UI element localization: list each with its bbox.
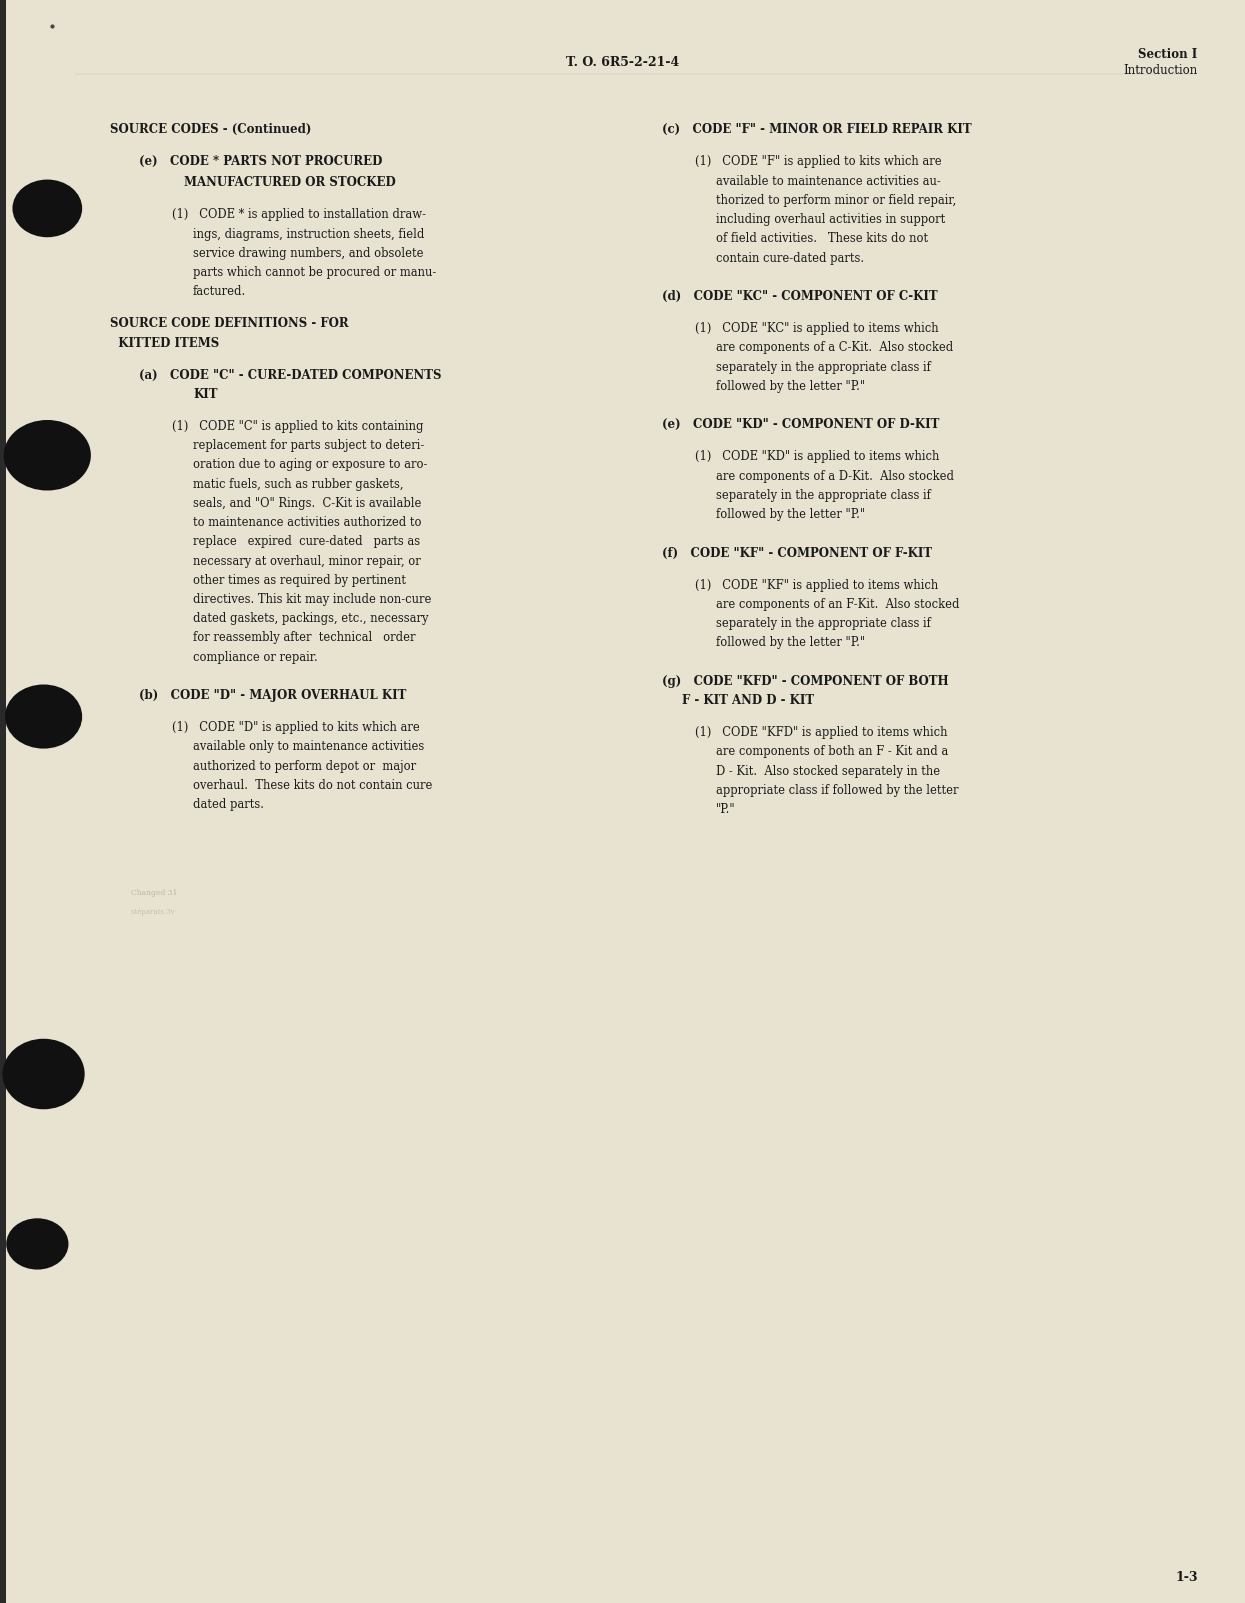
Text: replace   expired  cure-dated   parts as: replace expired cure-dated parts as bbox=[193, 535, 420, 548]
Ellipse shape bbox=[4, 420, 91, 491]
Text: parts which cannot be procured or manu-: parts which cannot be procured or manu- bbox=[193, 266, 436, 279]
Text: (1)   CODE "C" is applied to kits containing: (1) CODE "C" is applied to kits containi… bbox=[172, 420, 423, 433]
Text: thorized to perform minor or field repair,: thorized to perform minor or field repai… bbox=[716, 194, 956, 207]
Text: to maintenance activities authorized to: to maintenance activities authorized to bbox=[193, 516, 422, 529]
Text: separately in the appropriate class if: separately in the appropriate class if bbox=[716, 361, 931, 373]
Text: (a)   CODE "C" - CURE-DATED COMPONENTS: (a) CODE "C" - CURE-DATED COMPONENTS bbox=[139, 369, 442, 382]
Text: are components of an F-Kit.  Also stocked: are components of an F-Kit. Also stocked bbox=[716, 598, 960, 611]
Text: SOURCE CODES - (Continued): SOURCE CODES - (Continued) bbox=[110, 123, 311, 136]
Text: authorized to perform depot or  major: authorized to perform depot or major bbox=[193, 760, 416, 773]
Text: KIT: KIT bbox=[193, 388, 218, 401]
Text: (c)   CODE "F" - MINOR OR FIELD REPAIR KIT: (c) CODE "F" - MINOR OR FIELD REPAIR KIT bbox=[662, 123, 972, 136]
Text: appropriate class if followed by the letter: appropriate class if followed by the let… bbox=[716, 784, 959, 797]
Text: (1)   CODE "KC" is applied to items which: (1) CODE "KC" is applied to items which bbox=[695, 322, 939, 335]
Ellipse shape bbox=[2, 1039, 85, 1109]
Text: MANUFACTURED OR STOCKED: MANUFACTURED OR STOCKED bbox=[184, 176, 396, 189]
Text: (b)   CODE "D" - MAJOR OVERHAUL KIT: (b) CODE "D" - MAJOR OVERHAUL KIT bbox=[139, 689, 407, 702]
Text: are components of a D-Kit.  Also stocked: are components of a D-Kit. Also stocked bbox=[716, 470, 954, 483]
Text: contain cure-dated parts.: contain cure-dated parts. bbox=[716, 252, 864, 264]
Text: other times as required by pertinent: other times as required by pertinent bbox=[193, 574, 406, 587]
Text: compliance or repair.: compliance or repair. bbox=[193, 651, 317, 664]
Text: D - Kit.  Also stocked separately in the: D - Kit. Also stocked separately in the bbox=[716, 765, 940, 777]
Text: Changed 31: Changed 31 bbox=[131, 890, 177, 896]
Text: followed by the letter "P.": followed by the letter "P." bbox=[716, 508, 865, 521]
Text: SOURCE CODE DEFINITIONS - FOR: SOURCE CODE DEFINITIONS - FOR bbox=[110, 317, 349, 330]
Text: available to maintenance activities au-: available to maintenance activities au- bbox=[716, 175, 941, 188]
Text: "P.": "P." bbox=[716, 803, 736, 816]
Text: ings, diagrams, instruction sheets, field: ings, diagrams, instruction sheets, fiel… bbox=[193, 228, 425, 240]
Text: available only to maintenance activities: available only to maintenance activities bbox=[193, 741, 425, 753]
Text: KITTED ITEMS: KITTED ITEMS bbox=[110, 337, 219, 349]
Text: stéparats 3v: stéparats 3v bbox=[131, 909, 174, 915]
Text: service drawing numbers, and obsolete: service drawing numbers, and obsolete bbox=[193, 247, 423, 260]
Text: (f)   CODE "KF" - COMPONENT OF F-KIT: (f) CODE "KF" - COMPONENT OF F-KIT bbox=[662, 547, 933, 559]
Ellipse shape bbox=[12, 180, 82, 237]
Text: (d)   CODE "KC" - COMPONENT OF C-KIT: (d) CODE "KC" - COMPONENT OF C-KIT bbox=[662, 290, 937, 303]
Text: (1)   CODE "F" is applied to kits which are: (1) CODE "F" is applied to kits which ar… bbox=[695, 155, 941, 168]
Text: including overhaul activities in support: including overhaul activities in support bbox=[716, 213, 945, 226]
Text: 1-3: 1-3 bbox=[1175, 1571, 1198, 1584]
Text: Introduction: Introduction bbox=[1123, 64, 1198, 77]
Text: followed by the letter "P.": followed by the letter "P." bbox=[716, 636, 865, 649]
Text: are components of both an F - Kit and a: are components of both an F - Kit and a bbox=[716, 745, 949, 758]
Text: overhaul.  These kits do not contain cure: overhaul. These kits do not contain cure bbox=[193, 779, 432, 792]
Text: factured.: factured. bbox=[193, 285, 247, 298]
Text: (e)   CODE * PARTS NOT PROCURED: (e) CODE * PARTS NOT PROCURED bbox=[139, 155, 382, 168]
Text: (1)   CODE "D" is applied to kits which are: (1) CODE "D" is applied to kits which ar… bbox=[172, 721, 420, 734]
Text: (g)   CODE "KFD" - COMPONENT OF BOTH: (g) CODE "KFD" - COMPONENT OF BOTH bbox=[662, 675, 949, 688]
FancyBboxPatch shape bbox=[0, 0, 6, 1603]
Text: replacement for parts subject to deteri-: replacement for parts subject to deteri- bbox=[193, 439, 425, 452]
Text: (1)   CODE "KF" is applied to items which: (1) CODE "KF" is applied to items which bbox=[695, 579, 937, 592]
Text: dated gaskets, packings, etc., necessary: dated gaskets, packings, etc., necessary bbox=[193, 612, 428, 625]
Text: separately in the appropriate class if: separately in the appropriate class if bbox=[716, 489, 931, 502]
Text: (1)   CODE "KFD" is applied to items which: (1) CODE "KFD" is applied to items which bbox=[695, 726, 947, 739]
Text: seals, and "O" Rings.  C-Kit is available: seals, and "O" Rings. C-Kit is available bbox=[193, 497, 421, 510]
Text: oration due to aging or exposure to aro-: oration due to aging or exposure to aro- bbox=[193, 458, 427, 471]
Text: F - KIT AND D - KIT: F - KIT AND D - KIT bbox=[682, 694, 814, 707]
Text: (e)   CODE "KD" - COMPONENT OF D-KIT: (e) CODE "KD" - COMPONENT OF D-KIT bbox=[662, 418, 940, 431]
Text: of field activities.   These kits do not: of field activities. These kits do not bbox=[716, 232, 928, 245]
Text: for reassembly after  technical   order: for reassembly after technical order bbox=[193, 632, 416, 644]
Text: (1)   CODE "KD" is applied to items which: (1) CODE "KD" is applied to items which bbox=[695, 450, 939, 463]
Text: dated parts.: dated parts. bbox=[193, 798, 264, 811]
Text: followed by the letter "P.": followed by the letter "P." bbox=[716, 380, 865, 393]
Text: directives. This kit may include non-cure: directives. This kit may include non-cur… bbox=[193, 593, 431, 606]
Ellipse shape bbox=[6, 1218, 68, 1270]
Text: necessary at overhaul, minor repair, or: necessary at overhaul, minor repair, or bbox=[193, 555, 421, 567]
Text: separately in the appropriate class if: separately in the appropriate class if bbox=[716, 617, 931, 630]
Text: T. O. 6R5-2-21-4: T. O. 6R5-2-21-4 bbox=[566, 56, 679, 69]
Text: matic fuels, such as rubber gaskets,: matic fuels, such as rubber gaskets, bbox=[193, 478, 403, 491]
Ellipse shape bbox=[5, 684, 82, 749]
Text: are components of a C-Kit.  Also stocked: are components of a C-Kit. Also stocked bbox=[716, 341, 954, 354]
Text: Section I: Section I bbox=[1138, 48, 1198, 61]
Text: (1)   CODE * is applied to installation draw-: (1) CODE * is applied to installation dr… bbox=[172, 208, 426, 221]
